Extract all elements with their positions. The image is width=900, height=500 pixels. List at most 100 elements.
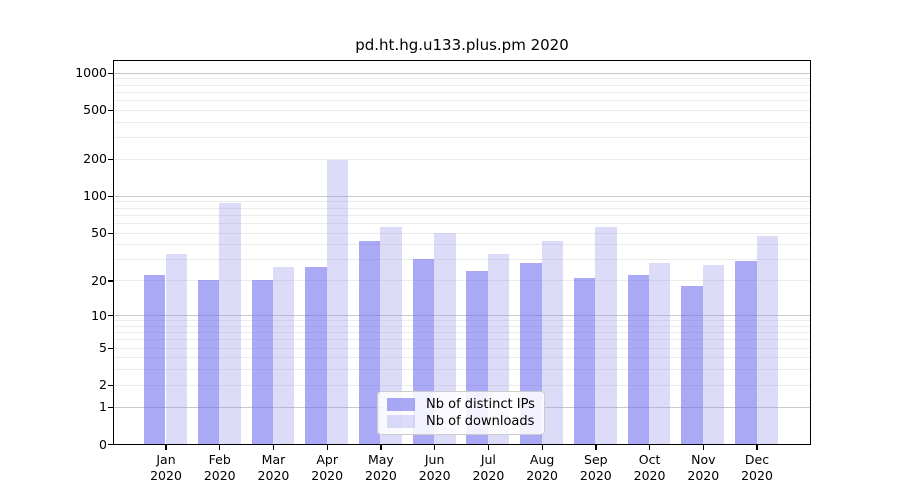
- x-tick-mar: [272, 445, 275, 450]
- gridline-major-100: [114, 195, 810, 197]
- bar-nb-of-downloads-mar: [272, 266, 295, 444]
- y-tick-500: [108, 109, 113, 112]
- legend-swatch-downloads: [387, 415, 415, 428]
- gridline-minor-3: [114, 369, 810, 371]
- x-tick-label-year: 2020: [741, 468, 773, 483]
- x-tick-label-year: 2020: [311, 468, 344, 483]
- y-tick-10: [108, 315, 113, 317]
- x-tick-label-oct: Oct 2020: [620, 452, 680, 484]
- legend-label-downloads: Nb of downloads: [426, 414, 535, 429]
- gridline-minor-80: [114, 207, 810, 209]
- gridline-minor-300: [114, 137, 810, 139]
- gridline-minor-400: [114, 121, 810, 123]
- x-tick-label-aug: Aug 2020: [512, 452, 572, 484]
- gridline-minor-5: [114, 347, 810, 349]
- x-tick-jun: [434, 445, 436, 450]
- x-tick-feb: [219, 445, 221, 450]
- bar-nb-of-downloads-nov: [702, 264, 725, 444]
- x-tick-label-month: Jul: [480, 452, 496, 467]
- y-tick-label-100: 100: [83, 188, 107, 204]
- bar-nb-of-downloads-feb: [219, 203, 241, 444]
- bar-nb-of-downloads-jan: [165, 254, 187, 444]
- x-tick-label-month: Dec: [744, 452, 770, 467]
- x-tick-label-nov: Nov 2020: [673, 452, 733, 484]
- legend: Nb of distinct IPs Nb of downloads: [377, 391, 545, 435]
- y-tick-label-2: 2: [99, 377, 107, 393]
- x-tick-may: [380, 445, 382, 450]
- bar-nb-of-distinct-ips-feb: [197, 280, 220, 444]
- y-tick-2: [108, 384, 113, 387]
- x-tick-label-month: Oct: [638, 452, 661, 467]
- x-tick-label-year: 2020: [203, 468, 236, 483]
- legend-item-downloads: Nb of downloads: [387, 414, 535, 429]
- y-tick-label-1: 1: [99, 399, 107, 415]
- y-tick-label-1000: 1000: [75, 65, 107, 81]
- bar-nb-of-downloads-may: [380, 226, 402, 444]
- x-tick-label-may: May 2020: [351, 452, 411, 484]
- x-tick-label-apr: Apr 2020: [297, 452, 357, 484]
- x-tick-label-year: 2020: [687, 468, 720, 483]
- gridline-minor-30: [114, 259, 810, 261]
- x-tick-oct: [648, 445, 651, 450]
- gridline-minor-500: [114, 109, 810, 111]
- y-tick-1000: [108, 72, 113, 74]
- y-tick-label-20: 20: [91, 272, 107, 288]
- bar-nb-of-distinct-ips-jan: [144, 275, 166, 444]
- gridline-minor-800: [114, 84, 810, 86]
- x-tick-label-dec: Dec 2020: [727, 452, 787, 484]
- y-tick-5: [108, 347, 113, 349]
- gridline-major-10: [114, 315, 810, 317]
- gridline-minor-50: [114, 232, 810, 234]
- legend-item-distinct-ips: Nb of distinct IPs: [387, 397, 535, 412]
- x-tick-label-year: 2020: [579, 468, 612, 483]
- x-tick-label-month: Jun: [424, 452, 445, 467]
- y-tick-label-10: 10: [91, 307, 107, 323]
- bar-nb-of-downloads-dec: [756, 235, 778, 444]
- chart-title: pd.ht.hg.u133.plus.pm 2020: [355, 36, 569, 54]
- legend-label-distinct-ips: Nb of distinct IPs: [426, 397, 535, 412]
- x-tick-label-year: 2020: [472, 468, 505, 483]
- x-tick-label-year: 2020: [526, 468, 559, 483]
- bar-nb-of-downloads-oct: [649, 262, 671, 444]
- x-tick-label-month: Feb: [208, 452, 231, 467]
- x-tick-label-month: Apr: [316, 452, 338, 467]
- y-tick-20: [108, 280, 113, 282]
- x-tick-apr: [326, 445, 328, 450]
- plot-area: Nb of distinct IPs Nb of downloads: [113, 60, 811, 445]
- x-tick-jul: [487, 445, 490, 450]
- gridline-minor-2: [114, 384, 810, 386]
- bar-nb-of-distinct-ips-sep: [573, 277, 596, 444]
- gridline-minor-90: [114, 201, 810, 203]
- x-tick-aug: [541, 445, 543, 450]
- x-tick-label-sep: Sep 2020: [566, 452, 626, 484]
- gridline-minor-70: [114, 214, 810, 216]
- y-tick-1: [108, 406, 113, 409]
- x-tick-label-year: 2020: [150, 468, 182, 483]
- legend-swatch-distinct-ips: [387, 398, 415, 411]
- x-tick-label-feb: Feb 2020: [190, 452, 250, 484]
- bar-nb-of-distinct-ips-apr: [305, 266, 327, 444]
- gridline-minor-9: [114, 320, 810, 322]
- x-tick-label-month: Mar: [261, 452, 286, 467]
- x-tick-label-mar: Mar 2020: [243, 452, 303, 484]
- gridline-minor-20: [114, 280, 810, 282]
- x-tick-label-month: May: [367, 452, 394, 467]
- x-tick-label-month: Aug: [529, 452, 555, 467]
- gridline-minor-4: [114, 357, 810, 359]
- gridline-minor-200: [114, 158, 810, 160]
- y-tick-label-50: 50: [91, 225, 107, 241]
- bar-nb-of-distinct-ips-may: [359, 240, 381, 444]
- gridline-minor-600: [114, 99, 810, 101]
- y-tick-100: [108, 195, 113, 198]
- x-tick-label-year: 2020: [418, 468, 451, 483]
- x-tick-label-year: 2020: [633, 468, 666, 483]
- bar-nb-of-downloads-apr: [326, 160, 349, 444]
- gridline-minor-40: [114, 244, 810, 246]
- x-tick-label-year: 2020: [365, 468, 397, 483]
- bar-nb-of-downloads-sep: [595, 226, 617, 444]
- x-tick-label-month: Jan: [156, 452, 176, 467]
- gridline-minor-8: [114, 325, 810, 327]
- bar-nb-of-distinct-ips-dec: [735, 261, 757, 444]
- y-tick-label-0: 0: [99, 436, 107, 452]
